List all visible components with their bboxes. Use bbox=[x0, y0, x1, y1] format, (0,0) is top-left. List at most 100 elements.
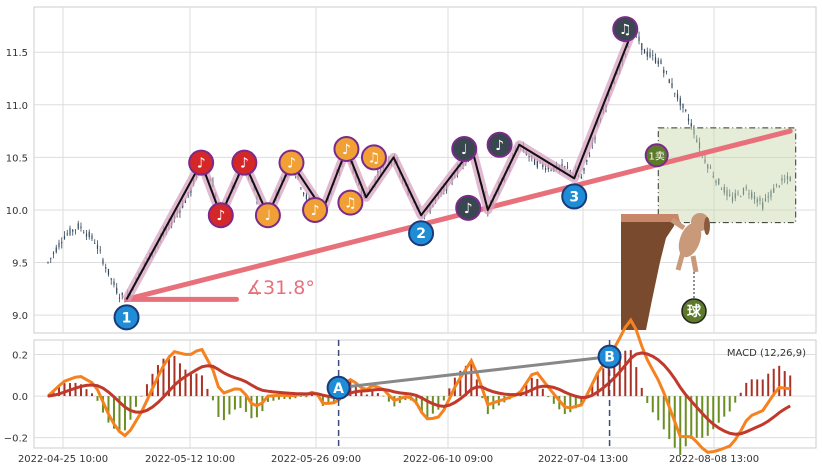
note-marker bbox=[231, 149, 258, 176]
macd-bar bbox=[651, 396, 654, 413]
candle-body bbox=[789, 177, 791, 182]
macd-bar bbox=[112, 396, 115, 429]
candle-body bbox=[773, 187, 775, 193]
macd-bar bbox=[382, 395, 385, 397]
candle-body bbox=[52, 252, 55, 255]
macd-bar bbox=[728, 396, 731, 412]
macd-bar bbox=[547, 396, 550, 398]
macd-bar bbox=[57, 386, 60, 397]
candle-body bbox=[690, 123, 692, 127]
candle-body bbox=[72, 229, 74, 232]
macd-bar bbox=[618, 355, 621, 397]
candle-body bbox=[105, 267, 107, 269]
panel-frame bbox=[33, 6, 817, 334]
macd-bar bbox=[530, 377, 533, 397]
ball-icon bbox=[681, 298, 707, 324]
divergence-label: A bbox=[333, 381, 344, 397]
candle-body bbox=[94, 243, 96, 244]
macd-bar bbox=[739, 392, 742, 397]
candle-body bbox=[533, 158, 536, 165]
candle-body bbox=[55, 247, 57, 253]
candle-body bbox=[674, 92, 676, 94]
note-glyph: ♩ bbox=[265, 208, 272, 224]
dog-arm bbox=[670, 217, 686, 231]
candle-body bbox=[305, 194, 308, 200]
candle-body bbox=[654, 57, 657, 63]
candle-body bbox=[121, 293, 123, 296]
x-axis: 2022-04-25 10:00 2022-05-12 10:00 2022-05-… bbox=[18, 454, 759, 465]
macd-bar bbox=[167, 355, 170, 397]
macd-bar bbox=[635, 367, 638, 397]
candle-body bbox=[682, 103, 684, 109]
macd-bar bbox=[745, 382, 748, 397]
macd-bar bbox=[239, 396, 242, 408]
candle-body bbox=[712, 176, 714, 177]
macd-bar bbox=[695, 396, 698, 438]
candle-body bbox=[61, 242, 63, 244]
cliff bbox=[621, 216, 676, 330]
candle-body bbox=[753, 195, 756, 200]
candle-body bbox=[693, 129, 695, 135]
dog-body bbox=[678, 222, 702, 258]
macd-bar bbox=[684, 396, 687, 447]
candle-body bbox=[74, 229, 77, 231]
macd-bar bbox=[437, 396, 440, 410]
sell-label: 1卖 bbox=[649, 150, 665, 162]
candle-body bbox=[66, 233, 68, 235]
dog-leg bbox=[690, 255, 699, 273]
macd-bar bbox=[85, 389, 88, 397]
macd-bar bbox=[464, 365, 467, 397]
note-marker bbox=[455, 194, 482, 221]
candle-body bbox=[687, 118, 690, 121]
macd-bar bbox=[365, 394, 368, 397]
candle-body bbox=[542, 164, 544, 168]
macd-line bbox=[46, 317, 791, 454]
macd-bar bbox=[184, 369, 187, 397]
note-glyph: ♪ bbox=[464, 201, 473, 217]
candle-body bbox=[723, 186, 725, 193]
y-tick-label: 0.0 bbox=[12, 392, 28, 403]
sell-marker bbox=[644, 143, 669, 168]
divergence-line bbox=[338, 355, 610, 390]
divergence-marker bbox=[326, 375, 351, 400]
candle-body bbox=[718, 178, 720, 185]
y-tick-label: −0.2 bbox=[4, 434, 28, 445]
macd-bar bbox=[47, 396, 49, 397]
macd-bar bbox=[591, 382, 594, 397]
angle-label: ∡31.8° bbox=[246, 277, 315, 299]
macd-bar bbox=[266, 396, 269, 402]
note-glyph: ♫ bbox=[619, 22, 632, 38]
candle-body bbox=[77, 223, 79, 229]
candle-body bbox=[767, 196, 769, 198]
candle-body bbox=[685, 109, 687, 112]
macd-bar bbox=[250, 396, 253, 419]
macd-bar bbox=[173, 355, 176, 397]
macd-bar bbox=[750, 379, 753, 397]
macd-bar bbox=[767, 373, 770, 397]
dog-leg bbox=[675, 251, 686, 271]
candle-body bbox=[528, 156, 530, 157]
macd-bar bbox=[657, 396, 660, 421]
macd-bar bbox=[272, 396, 275, 401]
macd-bar bbox=[189, 373, 192, 397]
candle-body bbox=[715, 180, 717, 183]
note-marker bbox=[486, 131, 513, 158]
candle-body bbox=[729, 194, 731, 196]
candle-body bbox=[643, 49, 646, 54]
candle-body bbox=[742, 188, 745, 195]
candle-body bbox=[107, 268, 110, 275]
macd-bar bbox=[299, 396, 302, 397]
candle-body bbox=[778, 185, 780, 187]
wave-point bbox=[561, 183, 588, 210]
candle-body bbox=[679, 98, 681, 106]
macd-bar bbox=[288, 396, 291, 400]
candle-body bbox=[671, 82, 673, 88]
macd-bar bbox=[448, 388, 451, 397]
candle-body bbox=[80, 226, 82, 229]
macd-bar bbox=[690, 396, 693, 439]
wave-label: 1 bbox=[122, 310, 132, 326]
macd-bar bbox=[79, 384, 82, 397]
candle-body bbox=[116, 287, 118, 294]
x-tick-label: 2022-08-08 13:00 bbox=[669, 454, 759, 465]
